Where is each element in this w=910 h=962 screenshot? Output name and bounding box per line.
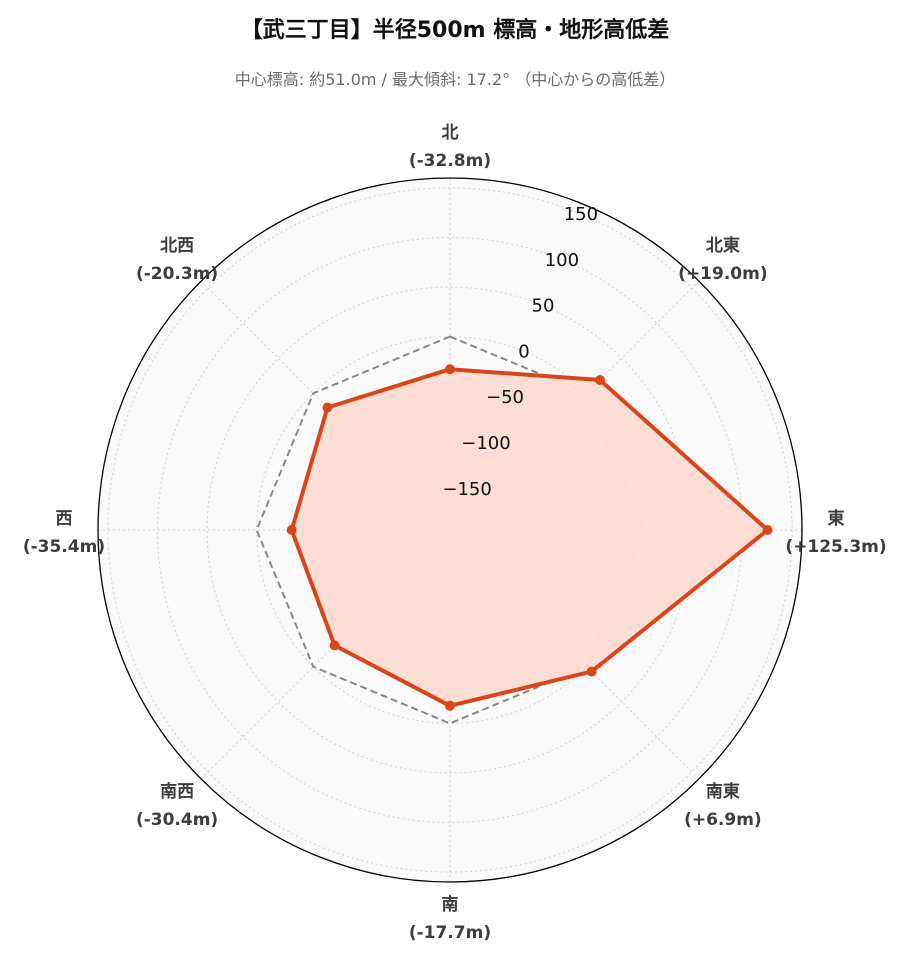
direction-label: 南東 [706,781,740,802]
direction-value-label: (-30.4m) [136,810,218,830]
direction-label: 東 [828,508,845,529]
radial-tick-label: 50 [532,296,555,317]
direction-label: 北 [442,123,459,143]
grid-circle [107,187,793,873]
grid-spoke [200,529,451,780]
radial-tick-label: 100 [545,250,579,271]
data-point [595,375,605,385]
direction-value-label: (-32.8m) [409,151,491,171]
radial-tick-label: −150 [442,479,491,500]
radial-tick-label: −50 [486,387,524,408]
radial-tick-label: 0 [518,341,529,362]
direction-label: 南西 [160,781,194,802]
chart-title: 【武三丁目】半径500m 標高・地形高低差 [240,18,670,43]
data-point [762,525,773,535]
data-point [445,700,455,711]
direction-label: 西 [56,509,73,529]
direction-label: 北西 [160,236,194,256]
outer-ring [97,177,803,883]
direction-value-label: (+19.0m) [678,264,767,284]
direction-value-label: (-35.4m) [23,537,105,557]
data-point [445,364,455,375]
data-point [286,525,297,535]
direction-label: 北東 [706,235,740,256]
data-point [322,402,333,413]
direction-value-label: (+6.9m) [684,810,762,830]
data-point [586,666,597,677]
data-point [329,640,340,651]
series-area [291,369,768,706]
direction-value-label: (-17.7m) [409,923,491,943]
radial-tick-label: 150 [564,204,598,225]
chart-subtitle: 中心標高: 約51.0m / 最大傾斜: 17.2° （中心からの高低差） [234,70,676,89]
direction-value-label: (-20.3m) [136,264,218,284]
radial-tick-label: −100 [461,433,510,454]
direction-label: 南 [442,894,459,915]
direction-value-label: (+125.3m) [785,537,886,557]
